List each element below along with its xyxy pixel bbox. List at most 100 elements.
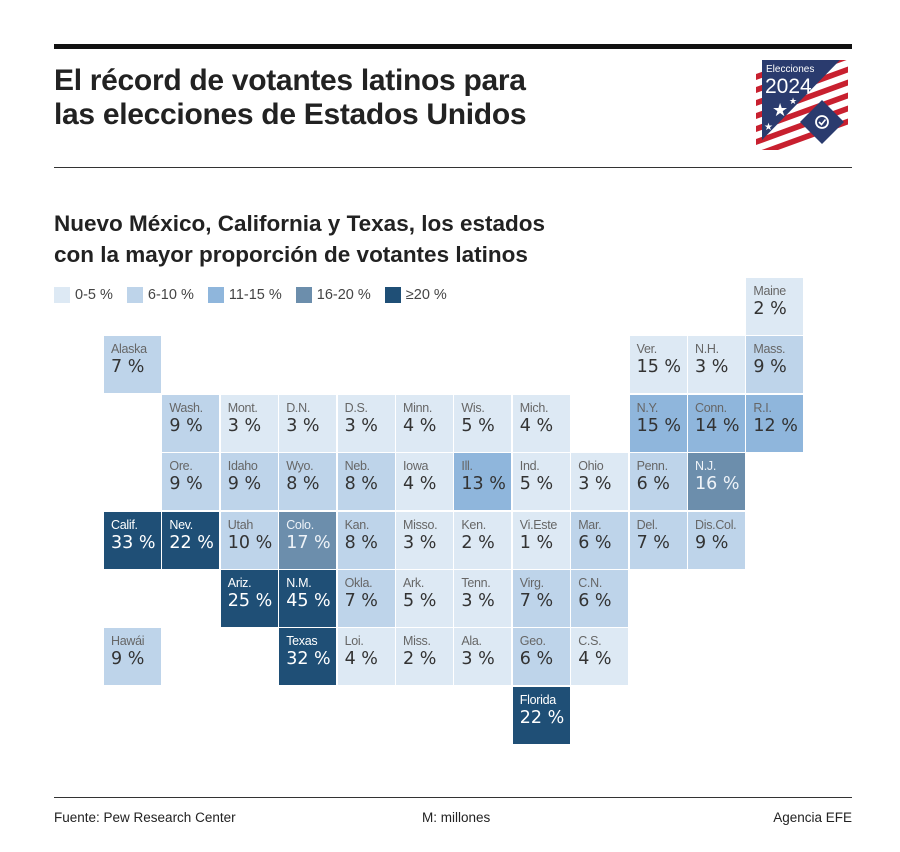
state-value: 3 % <box>286 415 320 436</box>
title-line-2: las elecciones de Estados Unidos <box>54 98 527 131</box>
state-value: 45 % <box>286 591 331 611</box>
state-tile: Tenn. 3 % <box>454 570 512 627</box>
legend-label: 0-5 % <box>75 287 113 303</box>
state-name: Ore. <box>169 459 193 474</box>
legend-label: 16-20 % <box>316 287 371 303</box>
state-name: Utah <box>227 517 254 532</box>
state-name: Ark. <box>403 576 425 590</box>
legend-item: ≥20 % <box>384 287 447 303</box>
state-name: Idaho <box>227 459 258 474</box>
state-tile: Wash. 9 % <box>162 394 220 452</box>
state-name: Ver. <box>636 342 658 357</box>
state-name: Mont. <box>227 400 258 415</box>
state-name: Del. <box>636 517 658 532</box>
state-name: Ken. <box>461 517 486 532</box>
state-tile: N.Y. 15 % <box>629 394 687 452</box>
state-name: Wash. <box>169 400 203 415</box>
state-value: 3 % <box>403 532 437 553</box>
credit-text: Agencia EFE <box>773 810 852 825</box>
state-tile: Dis.Col. 9 % <box>688 511 745 569</box>
state-value: 6 % <box>578 591 612 611</box>
legend-item: 11-15 % <box>207 287 282 303</box>
state-name: Texas <box>286 634 318 649</box>
legend-swatch <box>384 287 401 303</box>
state-tile: R.I. 12 % <box>746 394 804 452</box>
state-name: Nev. <box>169 517 193 532</box>
legend-label: ≥20 % <box>405 287 447 303</box>
page-title: El récord de votantes latinos para las e… <box>54 64 527 132</box>
state-tile: Ind. 5 % <box>512 453 570 511</box>
state-name: N.H. <box>695 342 719 357</box>
state-value: 8 % <box>344 474 378 495</box>
state-name: D.S. <box>344 400 368 415</box>
state-tile: N.H. 3 % <box>688 336 745 394</box>
state-tile: C.S. 4 % <box>571 628 629 686</box>
state-tile: D.N. 3 % <box>279 394 337 452</box>
state-name: C.S. <box>578 634 602 649</box>
state-value: 2 % <box>461 532 495 553</box>
state-value: 4 % <box>578 649 612 670</box>
state-value: 3 % <box>578 474 612 495</box>
state-tile: Maine 2 % <box>746 278 804 335</box>
state-name: Geo. <box>519 634 546 649</box>
state-tile: Mar. 6 % <box>571 511 629 569</box>
state-tile: N.M. 45 % <box>279 570 337 627</box>
state-value: 12 % <box>753 415 798 436</box>
state-tile: Wis. 5 % <box>454 394 512 452</box>
state-tile: Alaska 7 % <box>104 336 161 394</box>
state-tile: Penn. 6 % <box>629 453 687 511</box>
state-tile: Ore. 9 % <box>162 453 220 511</box>
state-value: 9 % <box>169 415 203 436</box>
state-name: D.N. <box>286 400 310 415</box>
state-tile: Idaho 9 % <box>220 453 278 511</box>
state-tile: Ill. 13 % <box>454 453 512 511</box>
state-tile: Utah 10 % <box>220 511 278 569</box>
legend-swatch <box>126 287 143 303</box>
state-name: Miss. <box>403 634 431 649</box>
state-name: N.J. <box>695 459 717 474</box>
state-name: Dis.Col. <box>695 517 737 532</box>
svg-text:★: ★ <box>764 122 773 133</box>
state-value: 5 % <box>403 591 437 611</box>
state-name: N.Y. <box>636 400 659 415</box>
top-bar <box>54 44 852 49</box>
legend-swatch <box>54 287 70 303</box>
legend: 0-5 % 6-10 % 11-15 % 16-20 % ≥20 % <box>54 287 461 303</box>
state-value: 8 % <box>344 532 378 553</box>
state-name: Wyo. <box>286 459 314 474</box>
state-tile: Virg. 7 % <box>512 570 570 627</box>
state-value: 4 % <box>519 415 554 436</box>
state-name: R.I. <box>753 400 772 415</box>
state-tile: Miss. 2 % <box>396 628 453 686</box>
state-tile: D.S. 3 % <box>337 394 395 452</box>
legend-item: 6-10 % <box>126 287 194 303</box>
state-name: Ohio <box>578 459 604 474</box>
state-value: 5 % <box>519 474 554 495</box>
legend-label: 6-10 % <box>147 287 194 303</box>
state-name: Iowa <box>403 459 429 474</box>
state-tile: Texas 32 % <box>279 628 337 686</box>
units-note: M: millones <box>422 810 491 825</box>
legend-swatch <box>207 287 224 303</box>
state-name: N.M. <box>286 576 312 590</box>
state-value: 7 % <box>636 532 670 553</box>
state-tile: Conn. 14 % <box>688 394 745 452</box>
state-value: 17 % <box>286 532 331 553</box>
header-divider <box>54 167 852 168</box>
state-value: 22 % <box>519 707 565 728</box>
svg-text:★: ★ <box>789 96 797 106</box>
legend-label: 11-15 % <box>228 287 282 303</box>
legend-item: 16-20 % <box>295 287 371 303</box>
state-tile: Ariz. 25 % <box>220 570 278 627</box>
state-value: 2 % <box>403 649 437 670</box>
elecciones-2024-logo: Elecciones 2024 ★ ★ ★ <box>756 40 848 158</box>
state-tile: Mont. 3 % <box>220 394 278 452</box>
state-value: 14 % <box>695 415 740 436</box>
state-value: 4 % <box>403 415 437 436</box>
state-value: 9 % <box>695 532 729 553</box>
state-tile: Ark. 5 % <box>396 570 453 627</box>
state-name: Ala. <box>461 634 482 649</box>
state-value: 7 % <box>519 591 554 611</box>
state-tile: Hawái 9 % <box>104 628 161 686</box>
state-name: Mass. <box>753 342 786 357</box>
